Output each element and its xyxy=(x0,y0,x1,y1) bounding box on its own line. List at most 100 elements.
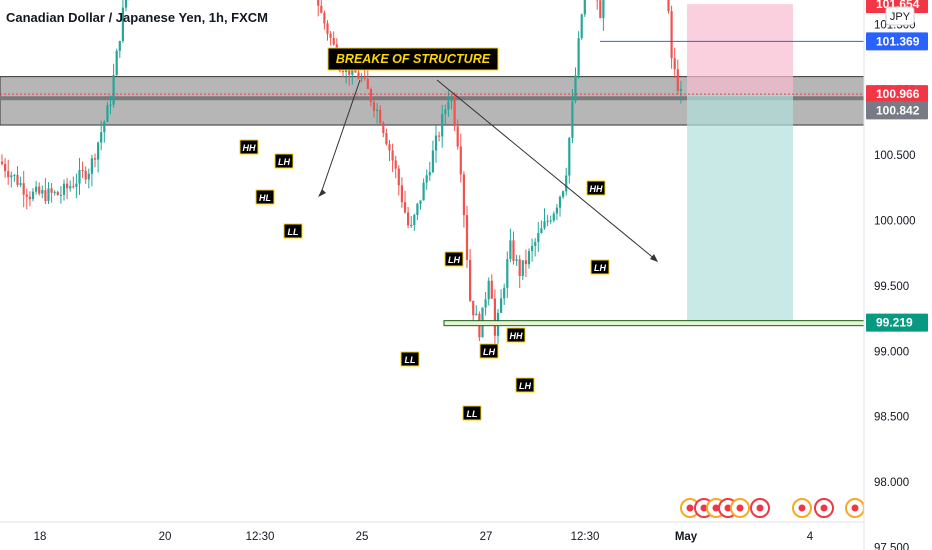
candle-body xyxy=(434,135,438,151)
candle-body xyxy=(16,174,19,185)
price-tag-100966: 100.966 xyxy=(866,85,928,104)
event-dot-icon xyxy=(700,504,708,512)
candle-body xyxy=(676,69,679,91)
candle-body xyxy=(372,102,376,112)
swing-label-box xyxy=(506,327,526,343)
event-dot-icon xyxy=(820,504,828,512)
swing-label-text: LH xyxy=(278,157,290,167)
candle-body xyxy=(512,240,515,261)
price-tags-layer: 101.654 101.369 100.966 100.842 99.219 xyxy=(866,0,928,332)
candle-body xyxy=(558,196,562,208)
candle-body xyxy=(10,175,13,178)
economic-event-icon[interactable] xyxy=(845,498,865,518)
candle-body xyxy=(425,175,428,183)
candle-body xyxy=(527,251,531,265)
candle-body xyxy=(475,313,478,316)
candle-body xyxy=(469,259,472,301)
candle-body xyxy=(428,172,431,176)
candle-body xyxy=(109,104,112,106)
swing-label-box xyxy=(462,405,482,421)
candle-body xyxy=(459,146,462,175)
event-dot-icon xyxy=(686,504,694,512)
swing-label-text: HH xyxy=(510,331,523,341)
candle-body xyxy=(531,245,534,252)
price-tag-99219: 99.219 xyxy=(866,313,928,332)
candle-body xyxy=(115,50,118,76)
swing-label-box xyxy=(479,343,499,359)
swing-label-ll: LL xyxy=(283,223,303,239)
price-tag-box xyxy=(866,85,928,104)
swing-label-box xyxy=(590,259,610,275)
price-tag-box xyxy=(866,101,928,120)
candle-body xyxy=(341,71,345,73)
candle-body xyxy=(410,224,413,226)
candle-body xyxy=(543,221,546,229)
candle-body xyxy=(106,105,109,122)
candle-body xyxy=(537,232,540,243)
candle-body xyxy=(500,298,503,313)
candle-body xyxy=(524,260,527,265)
candle-body xyxy=(103,121,106,133)
candle-body xyxy=(555,207,558,214)
candle-body xyxy=(369,89,372,103)
candle-body xyxy=(447,101,450,110)
arrowhead-left xyxy=(318,189,326,197)
candle-body xyxy=(93,158,97,160)
candle-body xyxy=(366,78,369,90)
x-axis: 18 20 12:30 25 27 12:30 May 4 xyxy=(0,521,864,543)
candle-body xyxy=(72,186,75,188)
candle-body xyxy=(562,191,565,197)
price-tag-text: 100.842 xyxy=(876,103,920,117)
candle-body xyxy=(521,260,524,276)
candle-body xyxy=(487,280,490,300)
candle-body xyxy=(441,113,444,137)
candle-body xyxy=(388,144,391,151)
y-tick-label: 99.500 xyxy=(874,281,909,293)
candle-body xyxy=(31,191,35,200)
candle-body xyxy=(394,160,397,169)
y-tick-label: 100.000 xyxy=(874,216,916,228)
candle-body xyxy=(453,98,456,127)
candle-body xyxy=(493,298,496,336)
candle-body xyxy=(450,98,453,102)
currency-button[interactable]: JPY xyxy=(885,6,915,26)
callout-box xyxy=(327,47,499,71)
candle-body xyxy=(552,213,555,221)
event-dot-icon xyxy=(712,504,720,512)
candle-body xyxy=(66,183,69,189)
y-axis[interactable]: 97.500 98.000 98.500 99.000 99.500 100.000 100… xyxy=(863,0,932,550)
annotations-layer: HH LH HL LL LH LL LH HH LH LL HH LH BREAKE OF STRUCT… xyxy=(239,47,610,421)
swing-label-lh: LH xyxy=(590,259,610,275)
economic-event-icon[interactable] xyxy=(750,498,770,518)
candle-body xyxy=(431,150,434,173)
candle-body xyxy=(53,191,56,193)
candle-body xyxy=(363,77,366,79)
candle-body xyxy=(379,109,382,124)
candle-body xyxy=(47,188,50,201)
target-zone-line xyxy=(443,320,865,327)
callout-text: BREAKE OF STRUCTURE xyxy=(336,52,491,66)
candle-body xyxy=(673,58,676,70)
swing-label-box xyxy=(239,139,259,155)
candle-body xyxy=(397,168,400,186)
position-layer xyxy=(687,4,793,323)
swing-label-text: LH xyxy=(448,255,460,265)
swing-label-ll: LL xyxy=(400,351,420,367)
candle-body xyxy=(323,12,326,24)
y-tick-label: 97.500 xyxy=(874,543,909,550)
candle-body xyxy=(391,150,394,161)
economic-event-icon[interactable] xyxy=(730,498,750,518)
candle-body xyxy=(506,259,509,288)
candle-body xyxy=(84,170,87,180)
price-tag-text: 101.654 xyxy=(876,0,920,11)
economic-event-icon[interactable] xyxy=(814,498,834,518)
candle-body xyxy=(438,135,441,137)
swing-label-lh: LH xyxy=(479,343,499,359)
event-dot-icon xyxy=(851,504,859,512)
economic-event-icon[interactable] xyxy=(792,498,812,518)
x-tick-label: 25 xyxy=(356,531,369,543)
candle-body xyxy=(385,132,388,145)
y-tick-label: 98.500 xyxy=(874,412,909,424)
x-tick-label: 18 xyxy=(34,531,47,543)
